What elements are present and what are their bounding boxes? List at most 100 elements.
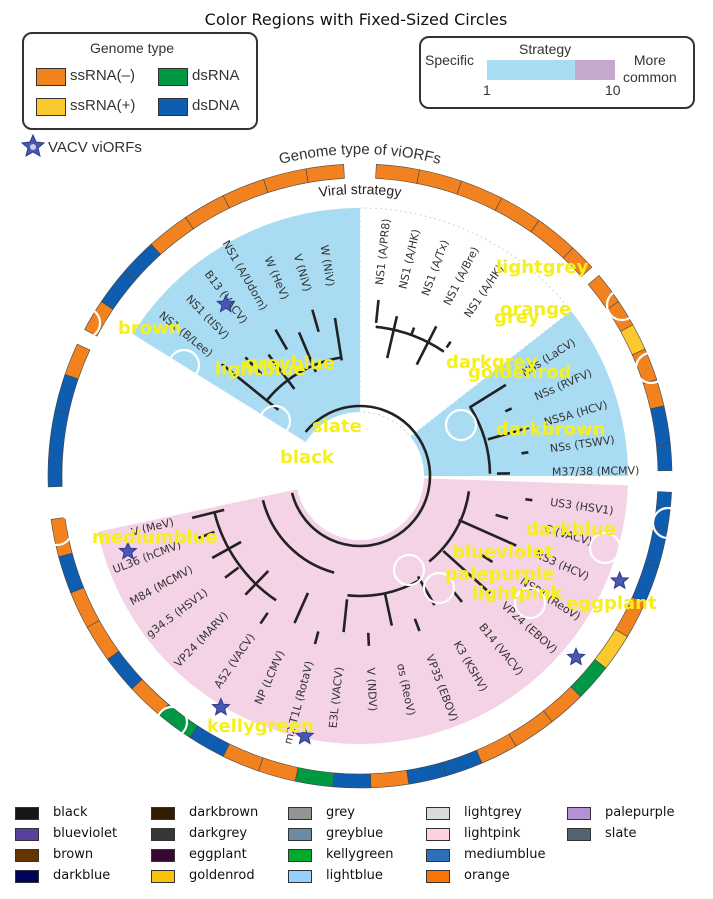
tree-leaf-branch xyxy=(198,530,215,540)
annotation-label: darkbrown xyxy=(496,419,605,440)
fixed-circle-marker xyxy=(228,436,262,470)
tree-internal-branch xyxy=(375,325,445,353)
annotation-label: greyblue xyxy=(245,353,335,374)
star-center xyxy=(30,144,36,150)
vacv-star-icon xyxy=(211,697,231,716)
inner-title: Viral strategy xyxy=(318,181,403,200)
tree-leaf-branch xyxy=(274,328,289,351)
strategy-gradient xyxy=(487,60,575,80)
dsrna-label: dsRNA xyxy=(192,67,240,84)
tree-leaf-branch xyxy=(385,315,399,359)
tree-leaf-branch xyxy=(452,590,463,603)
fixed-circle-marker xyxy=(68,306,102,340)
genome-ring-segment xyxy=(650,405,671,446)
specific-label: Specific xyxy=(425,52,475,68)
genome-ring-segment xyxy=(47,448,64,488)
genome-ring-segment xyxy=(107,650,143,690)
genome-ring-segment xyxy=(643,379,665,410)
ring-title: Genome type of viORFs xyxy=(277,141,442,168)
genome-ring-segment xyxy=(416,169,462,195)
genome-ring-segment xyxy=(124,243,162,281)
annotation-label: lightpink xyxy=(472,583,564,604)
genome-ring-segment xyxy=(54,374,79,415)
tree-leaf-branch xyxy=(267,353,296,390)
genome-ring-segment xyxy=(222,743,264,772)
genome-ring-segment xyxy=(64,343,91,380)
tree-leaf-branch xyxy=(244,356,263,375)
tree-internal-branch xyxy=(261,499,335,574)
sector-common xyxy=(97,478,628,744)
tree-leaf-branch xyxy=(504,407,513,413)
annotation-label: lightgrey xyxy=(496,257,589,278)
genome-ring-segment xyxy=(562,247,593,278)
vacv-star-icon xyxy=(118,541,138,560)
genome-ring-segment xyxy=(653,491,672,531)
tree-leaf-branch xyxy=(458,518,517,547)
tree-leaf-branch xyxy=(442,549,491,595)
genome-ring-segment xyxy=(530,220,574,259)
dsrna-swatch xyxy=(158,68,188,86)
annotation-label: brown xyxy=(118,318,182,339)
annotation-label: slate xyxy=(312,416,362,437)
fixed-circle-marker xyxy=(513,586,547,620)
fixed-circle-marker xyxy=(634,351,668,385)
genome-ring-segment xyxy=(441,749,483,777)
fixed-circle-marker xyxy=(422,571,456,605)
tree-leaf-branch xyxy=(480,553,494,564)
tip-label: V (NDV) xyxy=(364,667,379,711)
genome-ring-segment xyxy=(508,710,553,747)
chart-title: Color Regions with Fixed-Sized Circles xyxy=(205,10,508,29)
fixed-circle-marker xyxy=(258,404,292,438)
tree-internal-branch xyxy=(469,406,492,474)
strategy-gradient-high xyxy=(575,60,615,80)
annotation-label: blueviolet xyxy=(452,542,554,563)
vacv-label: VACV viORFs xyxy=(48,139,142,156)
genome-ring-segment xyxy=(263,168,309,193)
fixed-circle-marker xyxy=(167,348,201,382)
genome-ring-segment xyxy=(594,629,628,669)
genome-ring-segment xyxy=(332,772,372,789)
fixed-circle-marker xyxy=(588,531,622,565)
annotation-label: darkblue xyxy=(526,519,616,540)
genome-ring-segment xyxy=(222,178,269,209)
tree-leaf-branch xyxy=(293,592,310,624)
sector-specific-right xyxy=(410,311,628,476)
tip-label: E3L (VACV) xyxy=(327,666,346,729)
vacv-star-icon xyxy=(566,646,586,666)
vacv-key: VACV viORFs xyxy=(20,133,142,158)
tree-leaf-branch xyxy=(191,508,225,520)
genome-ring-segment xyxy=(456,180,503,211)
tree-leaf-branch xyxy=(220,362,280,411)
genome-ring-segment xyxy=(258,757,299,782)
genome-ring-segment xyxy=(406,762,447,785)
annotation-label: orange xyxy=(500,299,571,320)
annotation-label: goldenrod xyxy=(468,362,571,383)
genome-ring-segment xyxy=(185,195,230,230)
tree-leaf-branch xyxy=(487,426,530,441)
tree-internal-branch xyxy=(428,491,471,563)
vacv-star-icon xyxy=(215,293,236,313)
tip-label: M37/38 (MCMV) xyxy=(552,464,640,479)
fixed-circle-marker xyxy=(651,506,685,540)
annotation-label: grey xyxy=(494,307,540,328)
genome-ring-segment xyxy=(656,443,673,472)
genome-ring-segment xyxy=(305,164,345,183)
ssrna-plus-label: ssRNA(+) xyxy=(70,97,136,114)
annotation-label: mediumblue xyxy=(92,527,218,548)
genome-ring-segment xyxy=(543,686,582,723)
ssrna-minus-swatch xyxy=(36,68,66,86)
annotation-label: lightblue xyxy=(215,359,306,380)
genome-ring-segment xyxy=(70,587,100,628)
tree-leaf-branch xyxy=(415,325,438,366)
genome-ring-segment xyxy=(48,410,69,451)
tree-leaf-branch xyxy=(211,540,242,560)
tree-leaf-branch xyxy=(521,451,529,455)
tree-leaf-branch xyxy=(311,309,320,333)
tree-internal-branch xyxy=(213,511,277,602)
genome-ring-segment xyxy=(494,197,540,233)
tree-leaf-branch xyxy=(366,632,371,646)
tree-leaf-branch xyxy=(259,612,269,625)
strategy-title: Strategy xyxy=(519,41,572,57)
fixed-circle-marker xyxy=(605,288,639,322)
